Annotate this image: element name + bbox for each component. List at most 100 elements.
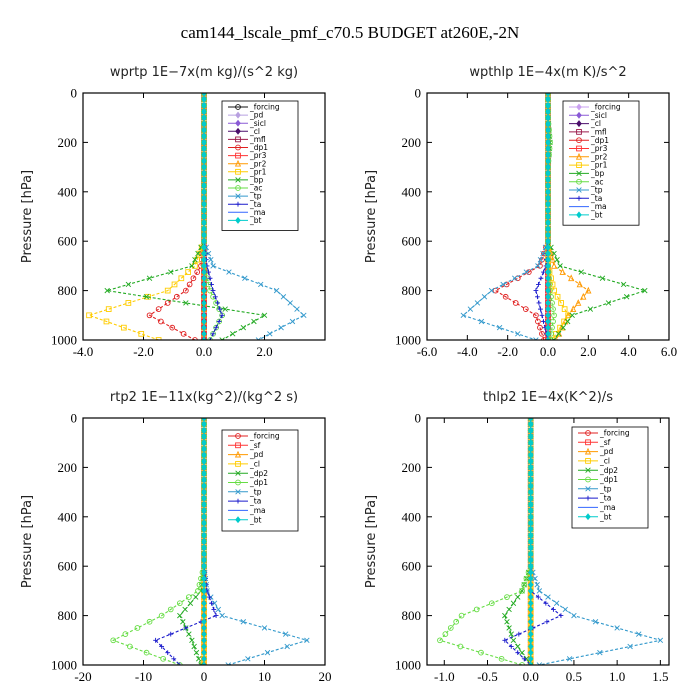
data-point	[160, 655, 167, 662]
legend-marker	[585, 513, 591, 521]
data-point	[522, 306, 529, 312]
data-point	[219, 337, 225, 340]
panel-title: thlp2 1E−4x(K^2)/s	[483, 390, 613, 405]
data-point	[125, 300, 132, 306]
data-point	[576, 280, 583, 288]
x-tick-label: 2.0	[256, 344, 272, 359]
data-point	[481, 294, 488, 300]
data-point	[183, 625, 189, 631]
data-point	[120, 324, 127, 331]
legend-marker	[576, 195, 582, 201]
data-point	[240, 324, 247, 331]
legend-marker	[235, 168, 241, 175]
data-point	[538, 306, 543, 312]
data-point	[255, 337, 262, 340]
data-point	[284, 643, 290, 650]
x-tick-label: -1.0	[434, 669, 455, 684]
data-point	[510, 637, 517, 644]
data-point	[211, 600, 218, 606]
y-tick-label: 0	[71, 86, 78, 101]
panel-3: rtp2 1E−11x(kg^2)/(kg^2 s) Pressure [hPa]…	[20, 390, 332, 684]
legend-label: _tp	[590, 186, 603, 195]
data-point	[541, 269, 546, 275]
data-point	[544, 619, 550, 625]
legend-marker	[234, 450, 242, 458]
x-tick-label: 0	[201, 669, 208, 684]
data-point	[289, 318, 296, 325]
panel-title: wpthlp 1E−4x(m K)/s^2	[469, 65, 626, 80]
data-point	[201, 336, 207, 340]
data-point	[558, 613, 564, 618]
data-point	[510, 600, 517, 606]
data-point	[561, 318, 567, 325]
data-point	[122, 631, 129, 637]
data-point	[442, 631, 449, 637]
x-tick-label: 0.5	[566, 669, 582, 684]
data-point	[537, 324, 543, 331]
legend-marker	[235, 177, 241, 183]
data-point	[541, 337, 547, 340]
data-point	[226, 269, 232, 275]
legend-label: _bp	[249, 176, 264, 185]
legend-label: _ma	[249, 506, 266, 515]
panel-4: thlp2 1E−4x(K^2)/s Pressure [hPa] 0 200 400 6…	[364, 390, 670, 684]
data-point	[186, 631, 192, 637]
data-point	[165, 650, 171, 656]
y-tick-label: 1000	[395, 658, 421, 673]
y-tick-label: 600	[58, 234, 78, 249]
data-point	[523, 269, 530, 275]
data-point	[177, 662, 183, 665]
x-tick-label: 2.0	[580, 344, 596, 359]
data-point	[168, 269, 174, 275]
data-point	[620, 281, 627, 288]
legend-marker	[576, 170, 582, 177]
plot-frame	[82, 92, 326, 341]
series-line-dp2	[179, 418, 205, 665]
legend-marker	[576, 178, 582, 185]
panel-title: wprtp 1E−7x(m kg)/(s^2 kg)	[110, 65, 298, 80]
x-tick-label: -0.5	[477, 669, 498, 684]
data-point	[447, 625, 454, 631]
legend-label: _forcing	[599, 429, 630, 438]
series-line-pr1	[87, 93, 205, 340]
data-point	[614, 625, 620, 631]
legend: _forcing_sf_pd_cl_dp2_dp1_tp_ta_ma_bt	[571, 426, 649, 529]
legend-marker	[576, 187, 582, 193]
data-point	[180, 330, 187, 337]
data-point	[206, 269, 211, 275]
data-point	[515, 650, 521, 656]
data-point	[551, 312, 557, 319]
data-point	[215, 606, 222, 613]
data-point	[201, 418, 207, 421]
data-point	[558, 300, 564, 306]
data-point	[187, 600, 194, 606]
figure-title: cam144_lscale_pmf_c70.5 BUDGET at260E,-2…	[181, 23, 520, 42]
data-point	[502, 612, 508, 619]
legend-label: _sicl	[590, 111, 607, 120]
data-point	[209, 282, 214, 287]
data-point	[555, 331, 562, 337]
data-point	[146, 312, 153, 319]
y-tick-label: 800	[58, 608, 78, 623]
data-point	[222, 306, 228, 312]
legend-label: _cl	[599, 457, 610, 466]
data-point	[159, 644, 165, 649]
data-point	[217, 306, 223, 312]
x-tick-label: -10	[135, 669, 152, 684]
legend-marker	[235, 104, 241, 110]
data-point	[164, 287, 171, 294]
data-point	[534, 582, 540, 588]
y-tick-label: 0	[415, 86, 422, 101]
data-point	[623, 294, 630, 300]
data-point	[564, 318, 571, 325]
data-point	[627, 643, 633, 650]
data-point	[545, 336, 551, 340]
legend-marker	[235, 201, 241, 207]
data-point	[571, 612, 577, 619]
legend-label: _pr2	[590, 152, 608, 161]
data-point	[177, 612, 183, 619]
data-point	[537, 257, 544, 263]
data-point	[189, 263, 195, 269]
data-point	[549, 255, 556, 263]
data-point	[190, 275, 197, 282]
